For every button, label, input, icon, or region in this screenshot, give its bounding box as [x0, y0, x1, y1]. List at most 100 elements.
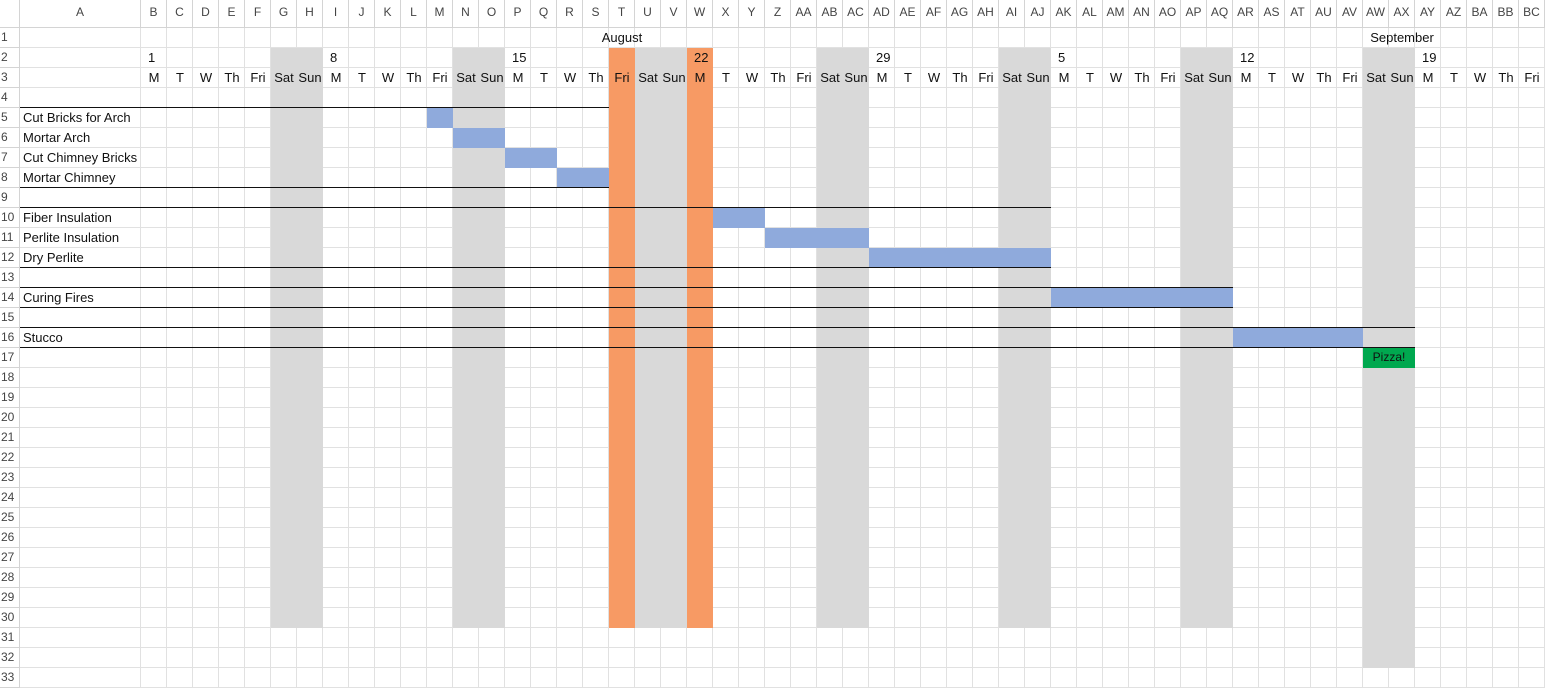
cell-E19[interactable] — [219, 388, 245, 408]
cell-Q4[interactable] — [531, 88, 557, 108]
cell-AU22[interactable] — [1311, 448, 1337, 468]
cell-AI18[interactable] — [999, 368, 1025, 388]
cell-B21[interactable] — [141, 428, 167, 448]
cell-K22[interactable] — [375, 448, 401, 468]
cell-AD3[interactable] — [869, 68, 895, 88]
cell-P26[interactable] — [505, 528, 531, 548]
cell-AM16[interactable] — [1103, 328, 1129, 348]
cell-N6[interactable] — [453, 128, 479, 148]
cell-T24[interactable] — [609, 488, 635, 508]
cell-AN16[interactable] — [1129, 328, 1155, 348]
row-header-19[interactable]: 19 — [0, 388, 20, 408]
cell-AD21[interactable] — [869, 428, 895, 448]
cell-AS9[interactable] — [1259, 188, 1285, 208]
cell-AV13[interactable] — [1337, 268, 1363, 288]
cell-BA28[interactable] — [1467, 568, 1493, 588]
cell-I22[interactable] — [323, 448, 349, 468]
cell-A25[interactable] — [20, 508, 141, 528]
cell-V11[interactable] — [661, 228, 687, 248]
cell-AB12[interactable] — [817, 248, 843, 268]
column-header-N[interactable]: N — [453, 0, 479, 28]
cell-G29[interactable] — [271, 588, 297, 608]
cell-E24[interactable] — [219, 488, 245, 508]
cell-L14[interactable] — [401, 288, 427, 308]
cell-AF14[interactable] — [921, 288, 947, 308]
cell-AD13[interactable] — [869, 268, 895, 288]
cell-H8[interactable] — [297, 168, 323, 188]
cell-D18[interactable] — [193, 368, 219, 388]
cell-O7[interactable] — [479, 148, 505, 168]
cell-AD9[interactable] — [869, 188, 895, 208]
cell-AU33[interactable] — [1311, 668, 1337, 688]
cell-V2[interactable] — [661, 48, 687, 68]
cell-W24[interactable] — [687, 488, 713, 508]
cell-AQ1[interactable] — [1207, 28, 1233, 48]
cell-B33[interactable] — [141, 668, 167, 688]
cell-T17[interactable] — [609, 348, 635, 368]
cell-Y24[interactable] — [739, 488, 765, 508]
cell-Z7[interactable] — [765, 148, 791, 168]
cell-AI20[interactable] — [999, 408, 1025, 428]
cell-AL15[interactable] — [1077, 308, 1103, 328]
cell-G30[interactable] — [271, 608, 297, 628]
cell-AE21[interactable] — [895, 428, 921, 448]
cell-L31[interactable] — [401, 628, 427, 648]
cell-R19[interactable] — [557, 388, 583, 408]
cell-AN19[interactable] — [1129, 388, 1155, 408]
cell-E31[interactable] — [219, 628, 245, 648]
cell-V16[interactable] — [661, 328, 687, 348]
cell-E1[interactable] — [219, 28, 245, 48]
column-header-AQ[interactable]: AQ — [1207, 0, 1233, 28]
cell-BC12[interactable] — [1519, 248, 1545, 268]
cell-AV20[interactable] — [1337, 408, 1363, 428]
cell-AY25[interactable] — [1415, 508, 1441, 528]
cell-AV25[interactable] — [1337, 508, 1363, 528]
cell-BC32[interactable] — [1519, 648, 1545, 668]
cell-AT20[interactable] — [1285, 408, 1311, 428]
cell-AV14[interactable] — [1337, 288, 1363, 308]
cell-F13[interactable] — [245, 268, 271, 288]
column-header-AK[interactable]: AK — [1051, 0, 1077, 28]
cell-AT4[interactable] — [1285, 88, 1311, 108]
cell-S6[interactable] — [583, 128, 609, 148]
cell-AW33[interactable] — [1363, 668, 1389, 688]
cell-AU29[interactable] — [1311, 588, 1337, 608]
cell-AC13[interactable] — [843, 268, 869, 288]
cell-AM22[interactable] — [1103, 448, 1129, 468]
cell-E29[interactable] — [219, 588, 245, 608]
cell-H11[interactable] — [297, 228, 323, 248]
cell-AU31[interactable] — [1311, 628, 1337, 648]
cell-AL13[interactable] — [1077, 268, 1103, 288]
cell-AI8[interactable] — [999, 168, 1025, 188]
cell-C4[interactable] — [167, 88, 193, 108]
cell-M4[interactable] — [427, 88, 453, 108]
cell-AT24[interactable] — [1285, 488, 1311, 508]
cell-AY27[interactable] — [1415, 548, 1441, 568]
column-header-AO[interactable]: AO — [1155, 0, 1181, 28]
cell-AA32[interactable] — [791, 648, 817, 668]
cell-AO30[interactable] — [1155, 608, 1181, 628]
cell-D30[interactable] — [193, 608, 219, 628]
cell-L6[interactable] — [401, 128, 427, 148]
cell-AN9[interactable] — [1129, 188, 1155, 208]
cell-V25[interactable] — [661, 508, 687, 528]
cell-BA19[interactable] — [1467, 388, 1493, 408]
cell-BB3[interactable] — [1493, 68, 1519, 88]
cell-AB20[interactable] — [817, 408, 843, 428]
cell-O13[interactable] — [479, 268, 505, 288]
cell-V13[interactable] — [661, 268, 687, 288]
cell-AW3[interactable] — [1363, 68, 1389, 88]
cell-AD33[interactable] — [869, 668, 895, 688]
cell-S11[interactable] — [583, 228, 609, 248]
cell-AO15[interactable] — [1155, 308, 1181, 328]
cell-S15[interactable] — [583, 308, 609, 328]
cell-AV12[interactable] — [1337, 248, 1363, 268]
cell-AT18[interactable] — [1285, 368, 1311, 388]
cell-AN26[interactable] — [1129, 528, 1155, 548]
cell-AW23[interactable] — [1363, 468, 1389, 488]
cell-AT29[interactable] — [1285, 588, 1311, 608]
cell-A33[interactable] — [20, 668, 141, 688]
cell-O20[interactable] — [479, 408, 505, 428]
cell-AL24[interactable] — [1077, 488, 1103, 508]
cell-AH29[interactable] — [973, 588, 999, 608]
